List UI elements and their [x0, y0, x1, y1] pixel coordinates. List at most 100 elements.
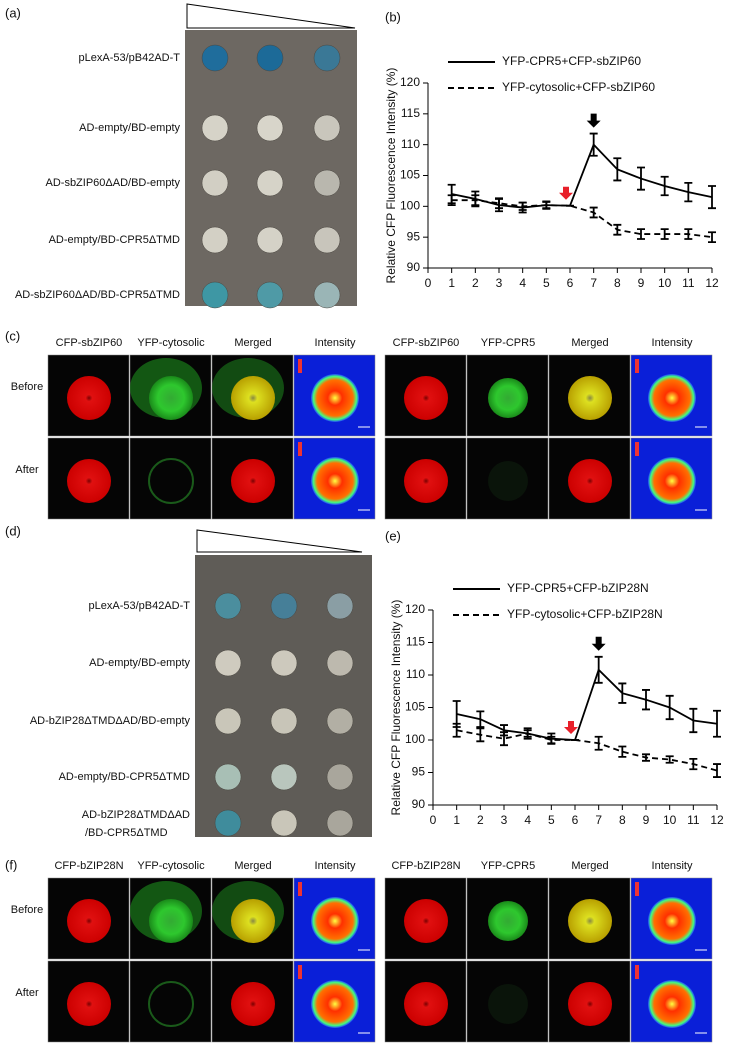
x-tick-label: 5 [548, 813, 555, 827]
colony [270, 763, 298, 791]
x-tick-label: 7 [590, 276, 597, 290]
error-bar [637, 166, 645, 191]
column-header: Intensity [315, 337, 356, 349]
heat-scale [635, 882, 639, 896]
column-header: Intensity [652, 337, 693, 349]
heat [311, 897, 359, 945]
cell [67, 459, 111, 503]
panel-label: (b) [385, 9, 401, 24]
strain-label: AD-empty/BD-empty [79, 122, 180, 134]
cell [568, 459, 612, 503]
x-tick-label: 12 [710, 813, 724, 827]
column-header: Merged [571, 860, 608, 872]
error-bar [500, 731, 508, 747]
cell [67, 376, 111, 420]
y-tick-label: 105 [400, 168, 420, 182]
cell [404, 459, 448, 503]
y-tick-label: 120 [405, 602, 425, 616]
x-tick-label: 4 [524, 813, 531, 827]
heat-scale [635, 965, 639, 979]
colony [313, 226, 341, 254]
micrograph [630, 354, 713, 437]
y-tick-label: 105 [405, 700, 425, 714]
colony [214, 809, 242, 837]
colony [326, 763, 354, 791]
strain-label: AD-bZIP28ΔTMDΔAD/BD-empty [30, 715, 191, 727]
heat-scale [635, 359, 639, 373]
error-bar [447, 194, 456, 206]
error-bar [476, 727, 485, 743]
colony [214, 707, 242, 735]
column-header: CFP-bZIP28N [391, 860, 460, 872]
legend-label: YFP-cytosolic+CFP-sbZIP60 [502, 80, 655, 94]
y-tick-label: 100 [400, 199, 420, 213]
strain-label: AD-empty/BD-CPR5ΔTMD [49, 234, 180, 246]
arrow [559, 186, 573, 200]
arrow [591, 636, 606, 651]
heat [311, 374, 359, 422]
error-bar [637, 228, 645, 240]
x-tick-label: 3 [496, 276, 503, 290]
colony [214, 649, 242, 677]
legend-label: YFP-CPR5+CFP-sbZIP60 [502, 54, 641, 68]
cell [404, 899, 448, 943]
x-tick-label: 10 [663, 813, 677, 827]
column-header: YFP-cytosolic [137, 860, 205, 872]
column-header: YFP-CPR5 [481, 337, 535, 349]
x-tick-label: 0 [425, 276, 432, 290]
x-tick-label: 7 [595, 813, 602, 827]
error-bar [618, 745, 627, 758]
colony [313, 169, 341, 197]
x-tick-label: 9 [643, 813, 650, 827]
strain-label: AD-bZIP28ΔTMDΔAD [82, 809, 190, 821]
strain-label: AD-empty/BD-empty [89, 657, 190, 669]
series-line [451, 199, 713, 239]
cell [67, 982, 111, 1026]
x-tick-label: 2 [477, 813, 484, 827]
cell [231, 899, 275, 943]
colony [256, 226, 284, 254]
error-bar [713, 763, 721, 778]
colony [326, 592, 354, 620]
cell [231, 376, 275, 420]
series-line [456, 668, 718, 741]
gradient-triangle [196, 529, 363, 553]
error-bar [660, 228, 669, 240]
x-tick-label: 4 [519, 276, 526, 290]
micrograph [129, 437, 212, 520]
y-tick-label: 90 [412, 797, 426, 811]
colony [270, 707, 298, 735]
column-header: Merged [234, 337, 271, 349]
row-label: After [15, 464, 39, 476]
cell [67, 899, 111, 943]
arrow [586, 113, 601, 128]
heat [648, 457, 696, 505]
colony [256, 114, 284, 142]
heat-scale [298, 442, 302, 456]
colony [214, 592, 242, 620]
colony [201, 44, 229, 72]
arrow [564, 721, 578, 734]
x-tick-label: 12 [705, 276, 719, 290]
colony [256, 281, 284, 309]
colony [270, 809, 298, 837]
cell [148, 458, 194, 504]
x-tick-label: 8 [619, 813, 626, 827]
column-header: YFP-CPR5 [481, 860, 535, 872]
x-tick-label: 6 [572, 813, 579, 827]
x-tick-label: 9 [638, 276, 645, 290]
colony [313, 281, 341, 309]
error-bar [642, 753, 650, 762]
cell [231, 459, 275, 503]
cell [404, 376, 448, 420]
cell [568, 982, 612, 1026]
x-tick-label: 10 [658, 276, 672, 290]
error-bar [708, 231, 716, 243]
micrograph [129, 960, 212, 1043]
y-tick-label: 115 [401, 106, 420, 120]
error-bar [495, 197, 503, 210]
panel-label: (c) [5, 328, 20, 343]
cell [149, 899, 193, 943]
error-bar [613, 223, 622, 236]
y-tick-label: 110 [406, 667, 425, 681]
